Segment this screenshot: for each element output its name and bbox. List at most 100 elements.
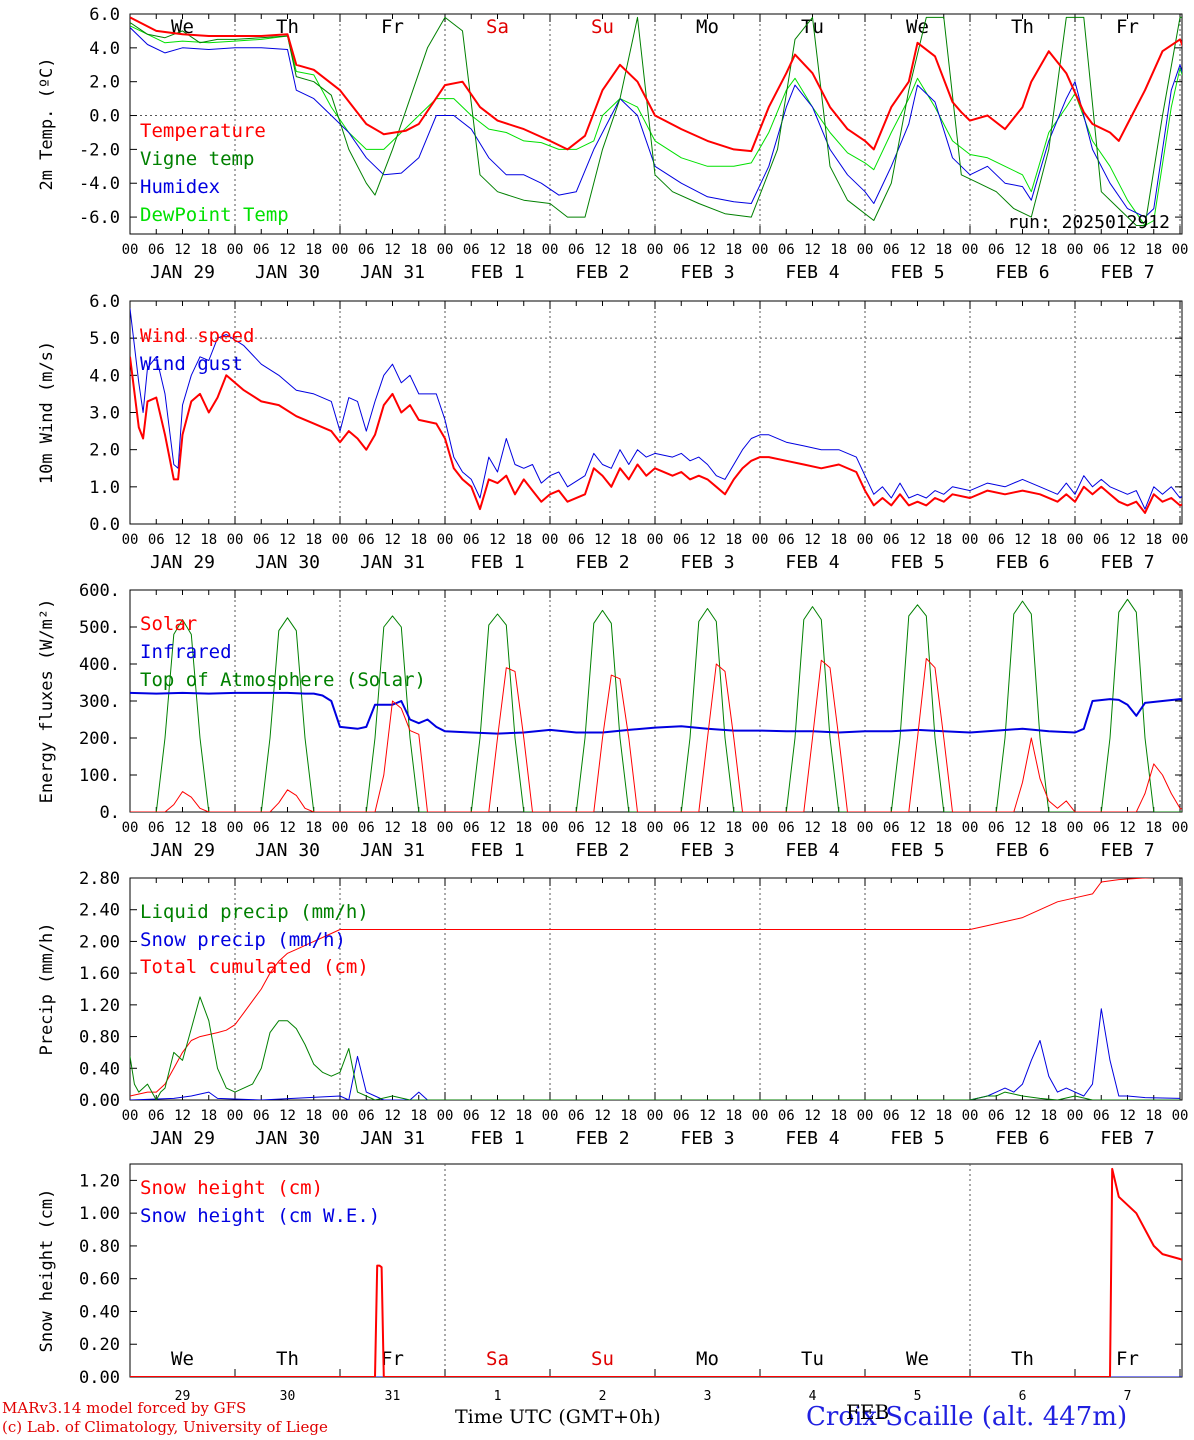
legend-entry: Liquid precip (mm/h) — [140, 901, 369, 923]
x-hour-label: 12 — [279, 820, 296, 836]
y-tick-label: 0.20 — [79, 1335, 120, 1355]
x-hour-label: 06 — [253, 242, 270, 258]
y-tick-label: 2.0 — [89, 441, 120, 461]
y-tick-label: 600. — [79, 581, 120, 601]
x-hour-label: 00 — [227, 532, 244, 548]
legend-entry: Solar — [140, 613, 197, 635]
weekday-label: We — [906, 1348, 929, 1370]
x-hour-label: 18 — [200, 1108, 217, 1124]
x-hour-label: 00 — [1172, 820, 1189, 836]
x-hour-label: 06 — [883, 242, 900, 258]
panel-1: -6.0 -4.0 -2.0 0.0 2.0 4.0 6.0 2m Temp. (ºC) 00 0… — [37, 5, 1188, 283]
panel-2: 0.0 1.0 2.0 3.0 4.0 5.0 6.0 10m Wind (m/s) 00 06 1… — [37, 292, 1188, 573]
x-hour-label: 18 — [935, 1108, 952, 1124]
legend-entry: Snow precip (mm/h) — [140, 929, 346, 951]
x-hour-label: 12 — [1119, 242, 1136, 258]
x-hour-label: 12 — [594, 242, 611, 258]
x-date-label: FEB 3 — [680, 1128, 734, 1149]
x-date-label: FEB 5 — [890, 840, 944, 861]
x-hour-label: 00 — [647, 1108, 664, 1124]
x-hour-label: 18 — [200, 820, 217, 836]
x-date-label: FEB 6 — [995, 840, 1049, 861]
x-date-label: FEB 1 — [470, 840, 524, 861]
x-hour-label: 18 — [620, 242, 637, 258]
panel-4: 0.00 0.40 0.80 1.20 1.60 2.00 2.40 2.80 Precip (… — [37, 869, 1188, 1149]
x-hour-label: 00 — [332, 820, 349, 836]
legend-entry: Total cumulated (cm) — [140, 956, 369, 978]
x-hour-label: 12 — [804, 532, 821, 548]
x-hour-label: 12 — [909, 532, 926, 548]
weekday-label: Fr — [1116, 16, 1139, 38]
x-hour-label: 12 — [594, 820, 611, 836]
x-hour-label: 06 — [673, 532, 690, 548]
x-hour-label: 12 — [489, 820, 506, 836]
x-hour-label: 06 — [358, 820, 375, 836]
model-line: MARv3.14 model forced by GFS — [2, 1399, 247, 1417]
x-hour-label: 06 — [673, 820, 690, 836]
x-hour-label: 12 — [1014, 532, 1031, 548]
x-hour-label: 18 — [410, 532, 427, 548]
series-snow-precip-mm-h-line — [130, 1008, 1181, 1100]
legend-entry: Wind speed — [140, 325, 254, 347]
x-hour-label: 12 — [804, 1108, 821, 1124]
y-tick-label: 0.80 — [79, 1237, 120, 1257]
y-tick-label: 400. — [79, 655, 120, 675]
weekday-label: Th — [1011, 1348, 1034, 1370]
x-date-label: JAN 29 — [150, 552, 215, 573]
x-hour-label: 06 — [253, 1108, 270, 1124]
x-hour-label: 06 — [568, 820, 585, 836]
x-date-label: JAN 31 — [360, 840, 425, 861]
x-hour-label: 00 — [437, 242, 454, 258]
x-hour-label: 00 — [647, 820, 664, 836]
y-tick-label: 3.0 — [89, 404, 120, 424]
x-hour-label: 18 — [620, 1108, 637, 1124]
x-hour-label: 12 — [804, 820, 821, 836]
x-hour-label: 18 — [935, 242, 952, 258]
x-date-label: JAN 31 — [360, 262, 425, 283]
x-date-label: JAN 30 — [255, 840, 320, 861]
x-hour-label: 00 — [1067, 1108, 1084, 1124]
x-hour-label: 12 — [1014, 820, 1031, 836]
x-hour-label: 12 — [1119, 820, 1136, 836]
x-hour-label: 18 — [515, 242, 532, 258]
x-date-label: JAN 30 — [255, 552, 320, 573]
x-date-label: FEB 7 — [1100, 1128, 1154, 1149]
y-axis-label: 10m Wind (m/s) — [37, 341, 57, 484]
x-hour-label: 18 — [725, 1108, 742, 1124]
weekday-label: Su — [591, 1348, 614, 1370]
series-wind-speed-line — [130, 356, 1182, 514]
x-hour-label: 12 — [489, 1108, 506, 1124]
weekday-label: We — [906, 16, 929, 38]
run-label: run: 2025012912 — [1007, 212, 1170, 233]
x-hour-label: 12 — [1119, 532, 1136, 548]
x-date-label: FEB 6 — [995, 552, 1049, 573]
x-hour-label: 18 — [305, 1108, 322, 1124]
x-date-label: FEB 2 — [575, 840, 629, 861]
x-date-label: FEB 3 — [680, 552, 734, 573]
x-hour-label: 00 — [857, 1108, 874, 1124]
x-hour-label: 06 — [358, 242, 375, 258]
y-axis-label: Energy fluxes (W/m²) — [37, 599, 57, 804]
x-date-label: FEB 4 — [785, 552, 839, 573]
y-tick-label: 6.0 — [89, 292, 120, 312]
x-hour-label: 18 — [830, 242, 847, 258]
x-hour-label: 18 — [1040, 242, 1057, 258]
x-date-label: FEB 4 — [785, 1128, 839, 1149]
x-date-label: FEB 7 — [1100, 840, 1154, 861]
x-hour-label: 18 — [410, 820, 427, 836]
time-axis-label: Time UTC (GMT+0h) — [455, 1406, 661, 1428]
y-tick-label: 1.60 — [79, 964, 120, 984]
x-date-label: FEB 7 — [1100, 552, 1154, 573]
x-hour-label: 06 — [463, 242, 480, 258]
legend-entry: Vigne temp — [140, 148, 254, 170]
series-wind-gust-line — [130, 308, 1182, 510]
y-tick-label: 100. — [79, 766, 120, 786]
y-tick-label: 4.0 — [89, 39, 120, 59]
panel-5: 0.00 0.20 0.40 0.60 0.80 1.00 1.20 Snow height … — [37, 1163, 1183, 1404]
x-hour-label: 12 — [699, 242, 716, 258]
weekday-label: Sa — [486, 16, 509, 38]
x-hour-label: 12 — [699, 532, 716, 548]
x-date-label: FEB 1 — [470, 552, 524, 573]
x-date-label: JAN 29 — [150, 840, 215, 861]
